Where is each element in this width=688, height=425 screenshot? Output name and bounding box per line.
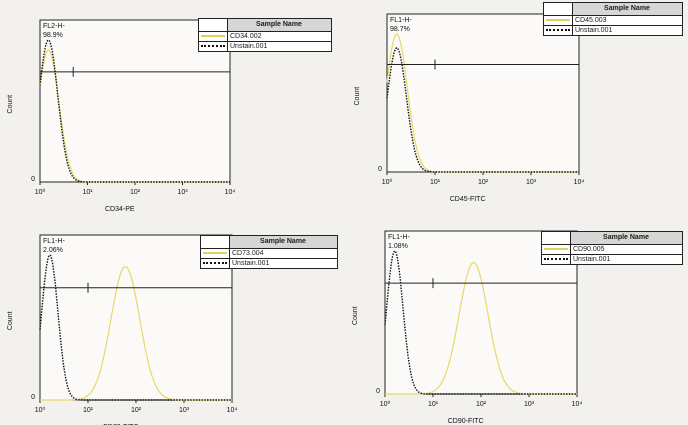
x-tick-label: 10²: [130, 189, 141, 196]
legend-item: CD45.003: [572, 16, 607, 25]
y-axis-label: Count: [354, 87, 361, 106]
x-tick-label: 10¹: [82, 189, 93, 196]
legend-swatch-unstained: [544, 258, 568, 260]
legend-item: CD73.004: [229, 249, 264, 258]
gate-left-percent: 2.06%: [43, 247, 63, 254]
x-tick-label: 10²: [131, 407, 142, 414]
x-tick-label: 10³: [177, 189, 188, 196]
unstained-curve: [39, 39, 230, 183]
gate-left-label: FL2-H-: [43, 23, 65, 30]
legend-swatch-unstained: [203, 262, 227, 264]
x-tick-label: 10⁴: [225, 189, 236, 196]
legend-item: CD34.002: [227, 32, 262, 41]
x-tick-label: 10⁴: [572, 401, 583, 408]
legend-item: CD90.005: [570, 245, 605, 254]
y-zero-label: 0: [376, 388, 380, 395]
x-tick-label: 10¹: [430, 179, 441, 186]
x-tick-label: 10⁰: [380, 400, 391, 408]
legend-item: Unstain.001: [229, 259, 269, 268]
histogram-panel-cd90: 10⁰ 10¹ 10² 10³ 10⁴ 0 CD90-FITC Count FL1-H- 1.08…: [345, 215, 688, 425]
legend-item: Unstain.001: [227, 42, 267, 51]
y-zero-label: 0: [31, 394, 35, 401]
legend: Sample Name CD73.004 Unstain.001: [200, 235, 338, 269]
legend-swatch-stained: [203, 252, 227, 254]
y-zero-label: 0: [378, 166, 382, 173]
legend-item: Unstain.001: [570, 255, 610, 264]
x-axis-label: CD34-PE: [105, 206, 135, 213]
y-axis-label: Count: [7, 95, 14, 114]
legend-item: Unstain.001: [572, 26, 612, 35]
x-tick-label: 10³: [524, 401, 535, 408]
x-tick-label: 10¹: [83, 407, 94, 414]
x-tick-label: 10²: [478, 179, 489, 186]
legend-swatch-stained: [546, 19, 570, 21]
histogram-panel-cd73: 10⁰10¹10²10³10⁴0CD73-FITCCountFL1-H-2.06…: [0, 215, 340, 425]
x-axis-label: CD45-FITC: [450, 196, 486, 203]
x-tick-label: 10⁴: [574, 179, 585, 186]
y-zero-label: 0: [31, 176, 35, 183]
gate-left-percent: 1.08%: [388, 243, 408, 250]
histogram-panel-cd45: 10⁰ 10¹ 10² 10³ 10⁴ 0 CD45-FITC Count FL1-H- 98.7…: [345, 0, 688, 210]
legend-swatch-stained: [201, 35, 225, 37]
x-tick-label: 10⁰: [35, 406, 46, 414]
x-tick-label: 10¹: [428, 401, 439, 408]
gate-left-percent: 98.9%: [43, 32, 63, 39]
x-axis-label: CD90-FITC: [448, 418, 484, 425]
x-tick-label: 10³: [179, 407, 190, 414]
x-tick-label: 10³: [526, 179, 537, 186]
gate-left-label: FL1-H-: [43, 238, 65, 245]
legend-swatch-stained: [544, 248, 568, 250]
legend: Sample Name CD45.003 Unstain.001: [543, 2, 683, 36]
gate-left-label: FL1-H-: [388, 234, 410, 241]
legend-header: Sample Name: [256, 21, 302, 28]
x-tick-label: 10⁰: [35, 188, 46, 196]
gate-left-percent: 98.7%: [390, 26, 410, 33]
legend-header: Sample Name: [603, 234, 649, 241]
legend: Sample Name CD90.005 Unstain.001: [541, 231, 683, 265]
stained-curve: [386, 33, 579, 173]
histogram-panel-cd34: 10⁰10¹10²10³10⁴0CD34-PECountFL2-H-98.9%F…: [0, 0, 340, 213]
unstained-curve: [384, 250, 577, 395]
unstained-curve: [39, 254, 232, 401]
histogram-plot: 10⁰ 10¹ 10² 10³ 10⁴ 0 CD45-FITC Count FL1-H- 98.7…: [354, 13, 585, 203]
legend-header: Sample Name: [260, 238, 306, 245]
x-tick-label: 10⁴: [227, 407, 238, 414]
legend-swatch-unstained: [546, 29, 570, 31]
y-axis-label: Count: [352, 306, 359, 325]
legend-header: Sample Name: [604, 5, 650, 12]
plot-frame: [386, 13, 580, 173]
x-tick-label: 10²: [476, 401, 487, 408]
x-tick-label: 10⁰: [382, 178, 393, 186]
legend-swatch-unstained: [201, 45, 225, 47]
gate-left-label: FL1-H-: [390, 17, 412, 24]
y-axis-label: Count: [7, 311, 14, 330]
legend: Sample Name CD34.002 Unstain.001: [198, 18, 332, 52]
